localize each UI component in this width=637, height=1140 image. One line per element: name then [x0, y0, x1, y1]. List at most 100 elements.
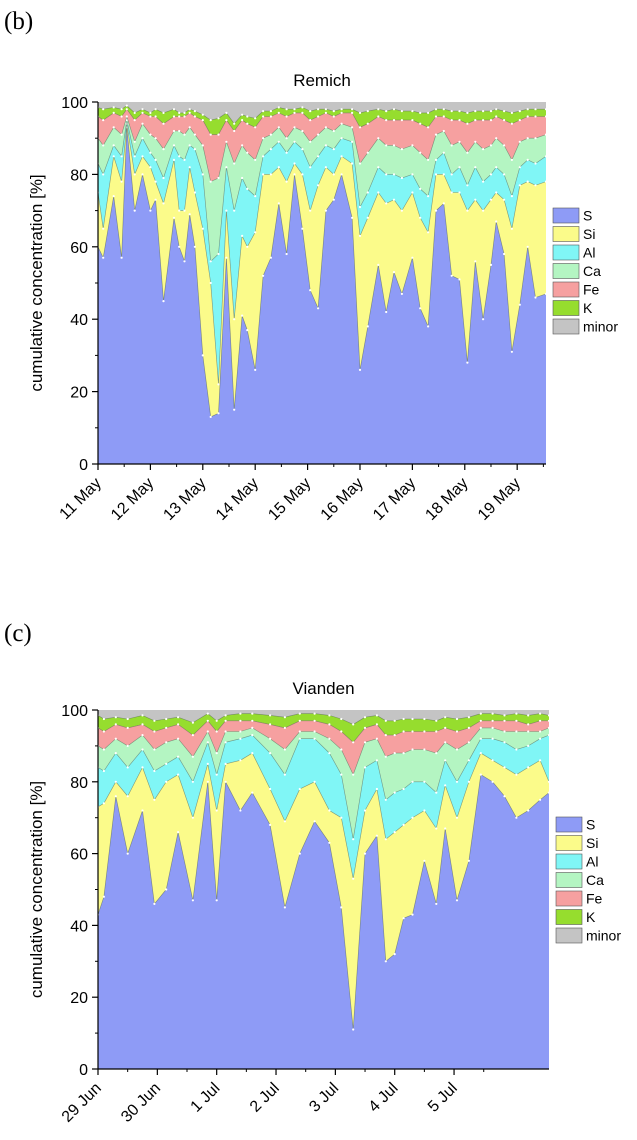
point-si — [455, 816, 459, 819]
point-ca — [298, 730, 301, 733]
point-al — [206, 741, 209, 744]
point-si — [495, 191, 498, 194]
point-ca — [269, 133, 272, 136]
point-s — [251, 791, 254, 794]
point-ca — [358, 162, 362, 165]
point-k — [126, 717, 129, 721]
point-fe — [262, 115, 265, 118]
point-fe — [340, 730, 343, 733]
x-tick-label: 1 Jul — [188, 1080, 224, 1116]
point-ca — [340, 748, 343, 751]
point-k — [293, 108, 296, 111]
point-al — [491, 737, 494, 740]
point-s — [114, 795, 117, 798]
point-al — [298, 737, 301, 740]
point-al — [178, 155, 181, 158]
point-ca — [427, 158, 430, 161]
y-tick-label: 0 — [79, 457, 88, 474]
point-ca — [225, 140, 228, 143]
point-fe — [351, 111, 354, 114]
point-al — [384, 798, 387, 801]
point-s — [201, 354, 204, 357]
panel-label-c: (c) — [4, 620, 32, 647]
point-fe — [126, 726, 129, 729]
x-tick-label: 16 May — [318, 475, 367, 524]
point-k — [141, 108, 144, 111]
point-fe — [482, 119, 485, 122]
point-fe — [434, 115, 438, 118]
legend-label-al: Al — [583, 245, 595, 261]
point-fe — [328, 723, 331, 726]
point-al — [489, 173, 493, 176]
point-si — [402, 823, 405, 826]
point-k — [340, 717, 343, 721]
point-k — [201, 113, 204, 116]
point-k — [241, 113, 244, 116]
point-k — [269, 714, 272, 717]
point-fe — [114, 723, 117, 726]
point-fe — [215, 730, 218, 733]
point-s — [328, 841, 331, 844]
point-ca — [153, 748, 156, 751]
point-ca — [434, 133, 438, 136]
point-ca — [340, 122, 343, 125]
point-si — [482, 209, 485, 212]
point-k — [254, 117, 257, 120]
point-ca — [262, 137, 265, 140]
point-s — [455, 899, 459, 902]
point-si — [193, 191, 196, 194]
x-tick-label: 15 May — [265, 475, 314, 524]
point-k — [393, 719, 396, 722]
point-fe — [178, 115, 181, 118]
point-fe — [375, 723, 378, 726]
point-al — [544, 155, 548, 158]
point-si — [301, 173, 304, 176]
point-fe — [277, 111, 280, 114]
point-al — [102, 173, 105, 176]
point-fe — [427, 126, 430, 129]
area-si — [98, 753, 549, 1030]
point-si — [188, 166, 191, 169]
point-si — [340, 816, 343, 819]
point-s — [177, 831, 180, 834]
point-s — [351, 216, 354, 219]
x-tick-label: 3 Jul — [306, 1080, 342, 1116]
point-s — [301, 227, 304, 230]
point-ca — [402, 752, 405, 755]
point-s — [458, 278, 461, 281]
point-al — [458, 166, 461, 169]
point-si — [385, 202, 388, 205]
point-k — [435, 719, 438, 722]
point-al — [503, 173, 506, 176]
point-al — [254, 195, 257, 198]
legend-swatch-al — [552, 244, 580, 261]
point-al — [120, 155, 123, 158]
y-tick-label: 40 — [70, 312, 88, 329]
point-s — [423, 859, 426, 862]
point-si — [539, 759, 542, 762]
point-si — [340, 155, 343, 158]
point-ca — [125, 115, 128, 118]
point-al — [301, 148, 304, 151]
point-s — [479, 773, 482, 776]
point-s — [444, 827, 447, 830]
point-al — [141, 748, 144, 751]
point-si — [178, 209, 181, 212]
point-s — [317, 307, 320, 310]
point-si — [366, 216, 369, 219]
point-k — [215, 719, 218, 722]
point-si — [217, 383, 220, 386]
point-si — [375, 787, 378, 791]
point-fe — [467, 726, 470, 729]
point-ca — [351, 126, 354, 129]
point-k — [527, 714, 530, 717]
y-tick-label: 60 — [70, 847, 88, 864]
point-fe — [495, 115, 498, 118]
legend-swatch-k — [552, 300, 580, 316]
point-fe — [162, 122, 165, 125]
point-fe — [539, 719, 542, 722]
point-fe — [352, 741, 355, 744]
point-fe — [153, 730, 156, 733]
point-s — [427, 325, 430, 328]
point-ca — [455, 748, 459, 751]
